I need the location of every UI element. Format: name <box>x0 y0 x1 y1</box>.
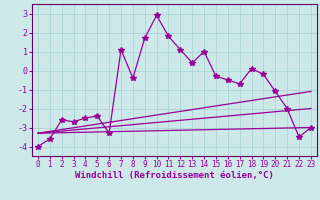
X-axis label: Windchill (Refroidissement éolien,°C): Windchill (Refroidissement éolien,°C) <box>75 171 274 180</box>
